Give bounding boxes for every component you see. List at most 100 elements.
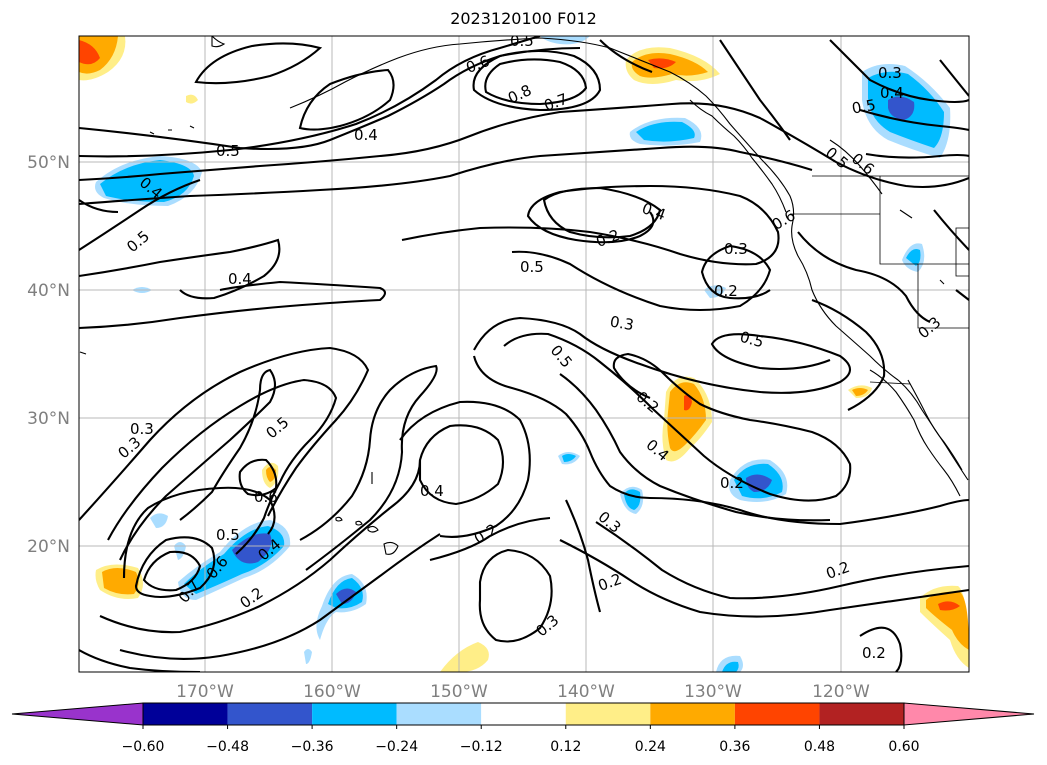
colorbar-tick-label: 0.12 [550, 739, 581, 755]
contour-label: 0.3 [878, 64, 902, 82]
border [955, 227, 969, 277]
contour-line [119, 533, 441, 660]
coastline-gulf-ca [907, 379, 963, 471]
contour-label: 0.2 [714, 282, 738, 300]
latitude-tick-label: 20°N [27, 537, 70, 557]
aleutian-islands [149, 125, 195, 135]
colorbar-tick-label: −0.12 [460, 739, 503, 755]
latitude-tick-label: 40°N [27, 281, 70, 301]
anomaly-patch [150, 513, 168, 528]
latitude-tick-label: 30°N [27, 409, 70, 429]
longitude-tick-label: 140°W [557, 682, 615, 702]
plot-frame [78, 35, 970, 673]
contour-label: 0.5 [850, 96, 877, 118]
anomaly-patch [938, 601, 960, 611]
border [917, 264, 969, 329]
colorbar-tick-label: −0.60 [122, 739, 165, 755]
colorbar-segment [819, 703, 904, 725]
contour-label: 0.3 [724, 240, 748, 258]
colorbar-tick-label: −0.24 [375, 739, 418, 755]
contour-line [503, 332, 852, 502]
hawaii-island [355, 520, 363, 526]
border [869, 381, 911, 385]
contour-line [865, 152, 969, 159]
anomaly-patch [102, 568, 139, 595]
anomaly-fill-layer [79, 36, 969, 672]
contour-label: 0.2 [720, 474, 744, 492]
latitude-tick-label: 50°N [27, 153, 70, 173]
colorbar-tick-label: 0.48 [804, 739, 835, 755]
colorbar-segment [481, 703, 566, 725]
contour-line [933, 209, 969, 251]
contour-line [401, 184, 780, 266]
hawaii-island [335, 516, 343, 522]
contour-line [79, 36, 541, 158]
contour-line [797, 231, 931, 323]
contour-line [418, 424, 505, 506]
anomaly-patch [636, 121, 695, 142]
contour-label: 0.5 [738, 328, 766, 352]
contour-label: 0.5 [216, 142, 240, 160]
contour-line [859, 108, 969, 132]
contour-line [472, 355, 969, 526]
contour-line [79, 179, 201, 251]
contour-line [565, 499, 602, 613]
contour-line [79, 346, 370, 521]
contour-line [79, 280, 387, 330]
contour-line [79, 199, 119, 214]
contour-label: 0.6 [254, 488, 278, 506]
contour-label: 0.4 [880, 84, 904, 102]
graticule [79, 36, 969, 672]
island-speck [899, 209, 913, 219]
contour-label: 0.4 [354, 126, 378, 144]
contour-line [595, 521, 969, 600]
anomaly-patch [186, 94, 198, 104]
contour-label: 0.2 [862, 644, 886, 662]
contour-line [142, 550, 202, 592]
island-speck [211, 36, 226, 48]
anomaly-patch [304, 649, 312, 664]
contour-label: 0.4 [228, 270, 252, 288]
contour-line [299, 364, 438, 571]
contour-line [478, 548, 553, 643]
contour-label: 0.3 [130, 420, 154, 438]
anomaly-patch [232, 533, 272, 564]
contour-line [859, 626, 903, 672]
colorbar-segment [312, 703, 397, 725]
anomaly-patch [906, 249, 921, 266]
border [879, 176, 969, 265]
longitude-tick-label: 160°W [303, 682, 361, 702]
contour-line [194, 42, 323, 85]
longitude-labels: 170°W 160°W 150°W 140°W 130°W 120°W [176, 682, 870, 702]
anomaly-patch [722, 661, 739, 672]
contour-line [719, 39, 791, 141]
colorbar-frame [142, 702, 905, 726]
contour-line [559, 373, 831, 522]
anomaly-patch [440, 642, 489, 672]
longitude-tick-label: 170°W [176, 682, 234, 702]
contour-label: 0.5 [510, 32, 534, 50]
contour-line [122, 486, 276, 579]
colorbar-tick-label: 0.36 [719, 739, 750, 755]
contour-line [484, 58, 588, 106]
anomaly-patch [746, 474, 772, 492]
colorbar-max-extension [903, 702, 1035, 726]
colorbar-segment [650, 703, 735, 725]
latitude-labels: 50°N 40°N 30°N 20°N [27, 153, 70, 557]
coastlines [79, 36, 969, 555]
longitude-tick-label: 150°W [430, 682, 488, 702]
contour-line [599, 39, 653, 73]
contour-line [79, 102, 969, 189]
island-speck [939, 279, 945, 285]
longitude-tick-label: 120°W [812, 682, 870, 702]
contour-line [473, 316, 852, 394]
contour-line [559, 539, 969, 618]
contour-line [79, 238, 281, 300]
anomaly-patch [79, 40, 100, 65]
colorbar: −0.60 −0.48 −0.36 −0.24 −0.12 0.12 0.24 0.36 0.4… [11, 702, 1035, 755]
contour-label: 0.3 [609, 312, 636, 334]
anomaly-patch [888, 96, 915, 120]
longitude-tick-label: 130°W [684, 682, 742, 702]
contour-line [134, 536, 216, 599]
contour-line [107, 378, 338, 555]
